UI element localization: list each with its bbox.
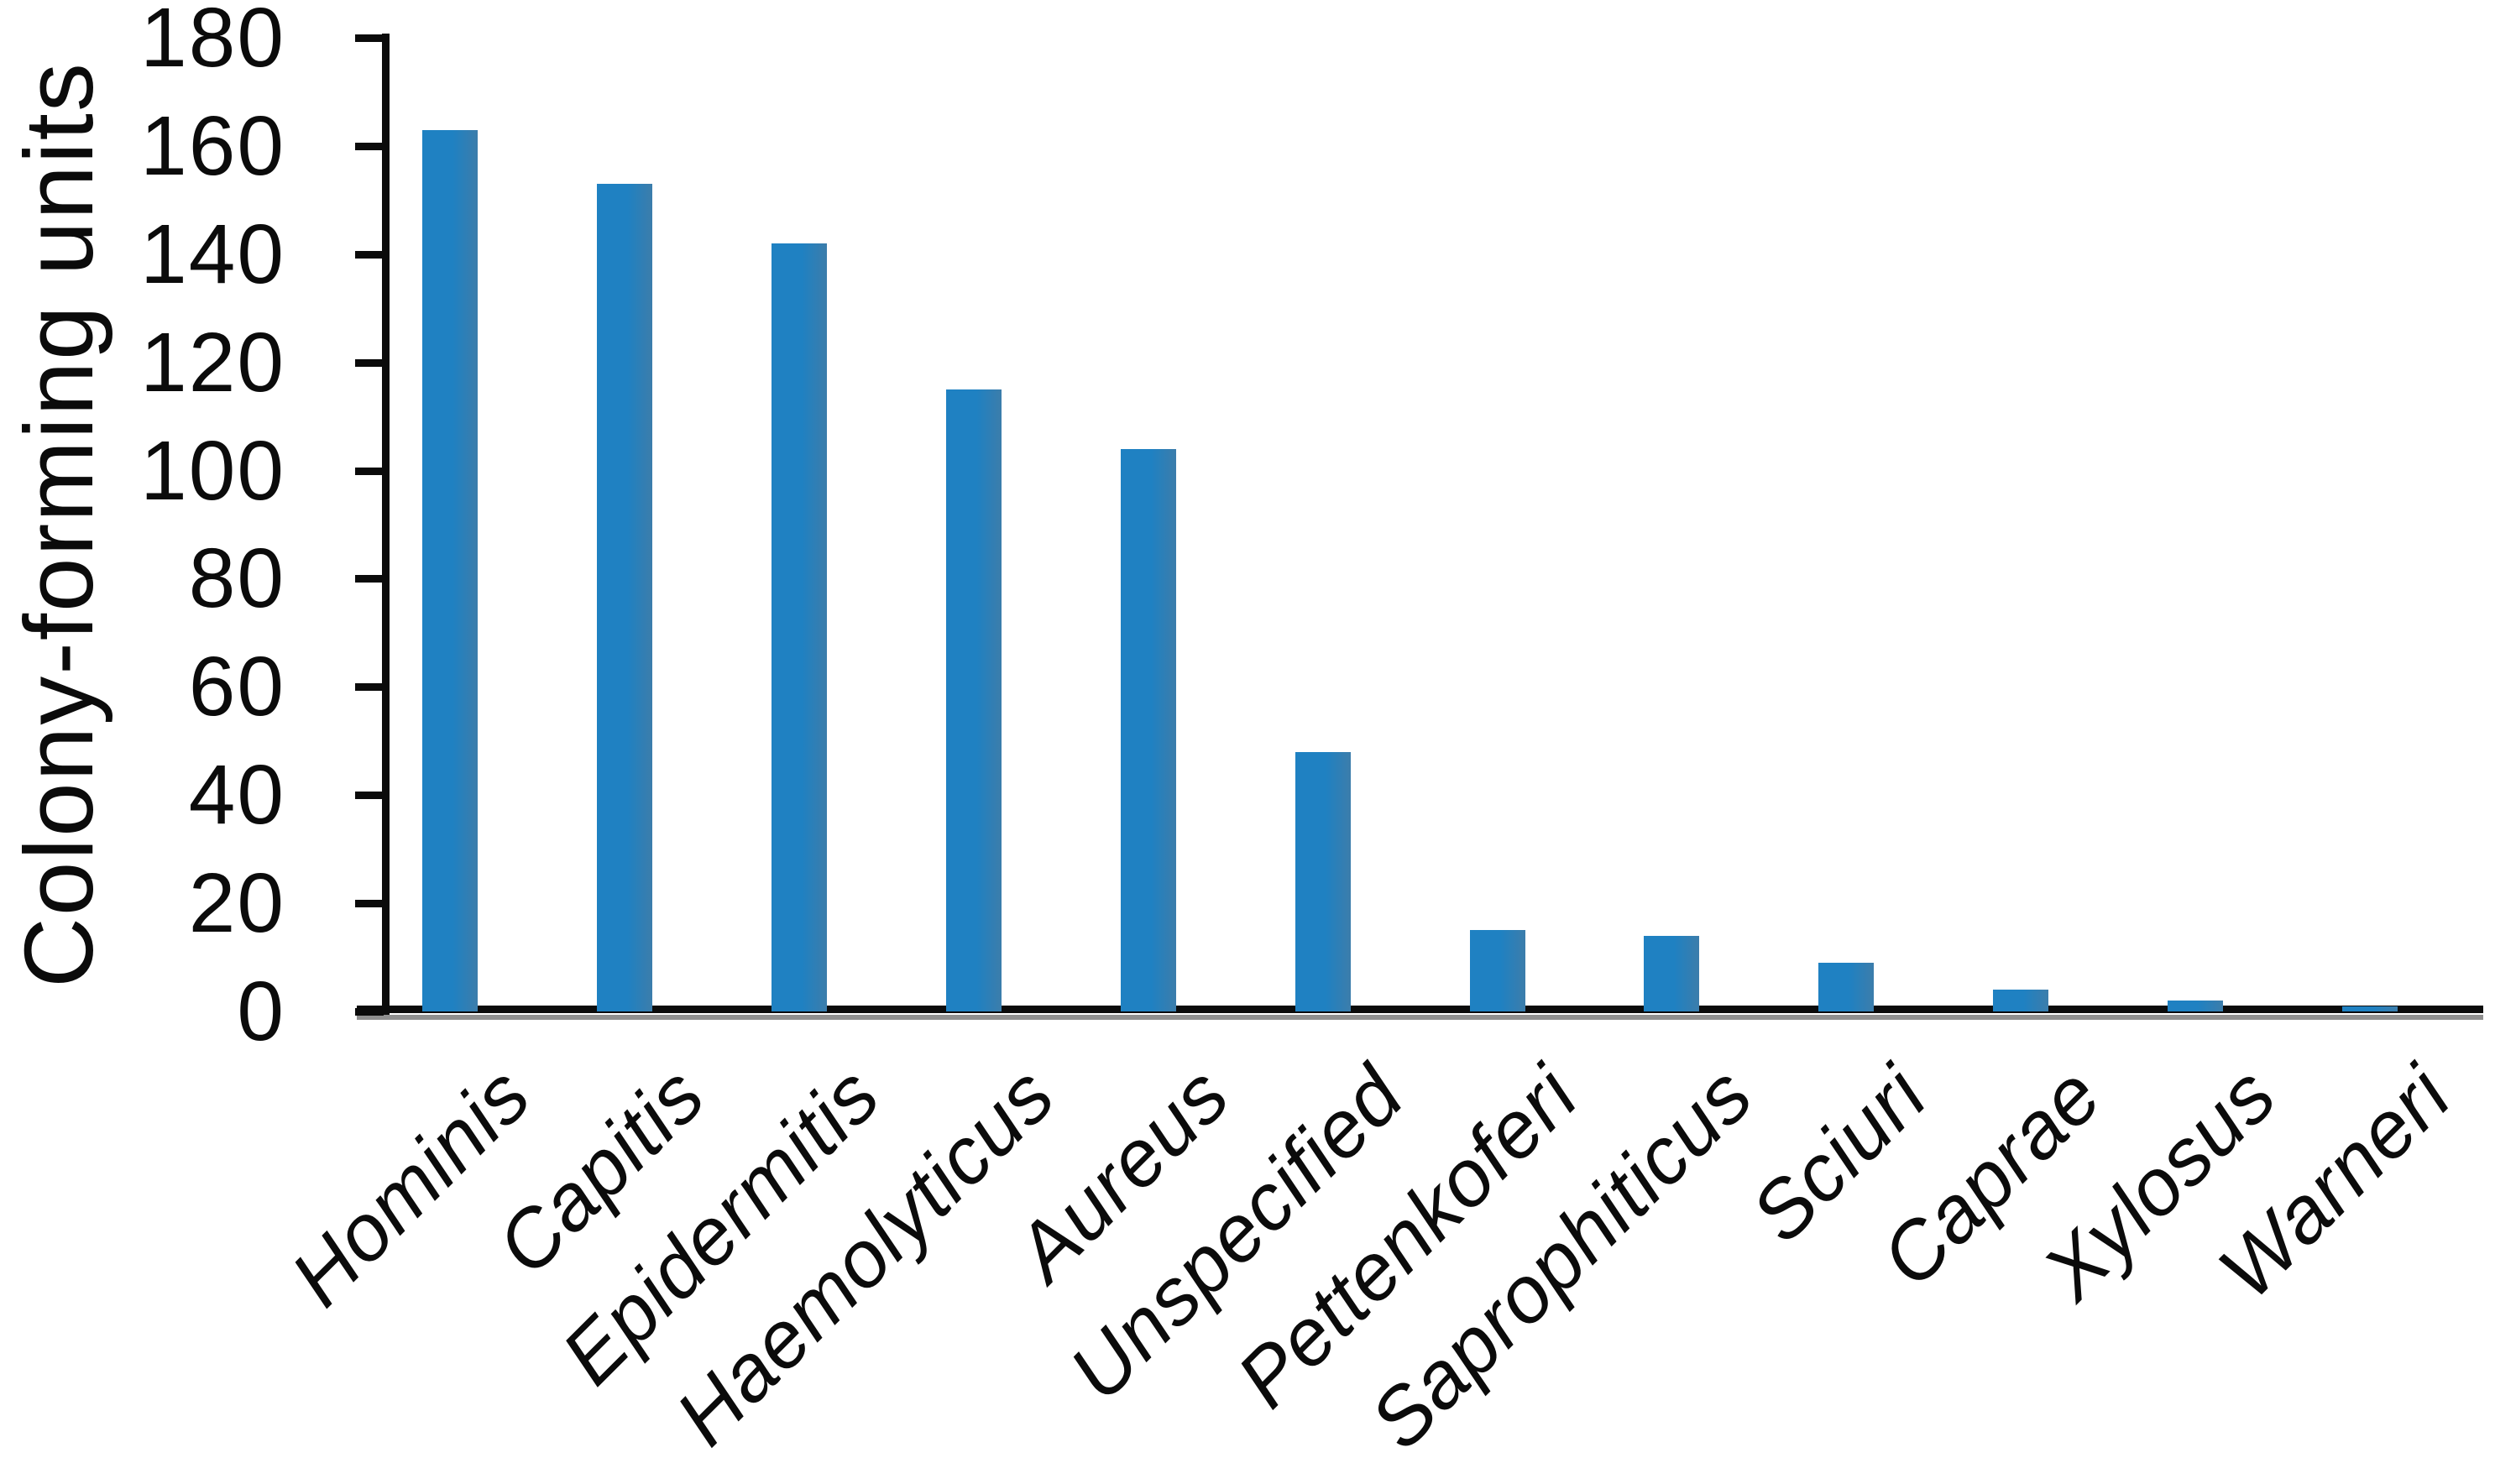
y-tick-label: 40 [188, 748, 285, 843]
bar-pettenkoferi [1469, 930, 1525, 1011]
y-tick-mark [355, 792, 384, 800]
bar-epidermitis [771, 243, 827, 1011]
bar-aureus [1120, 448, 1176, 1011]
y-tick-label: 160 [140, 98, 285, 193]
y-tick-label: 0 [237, 964, 285, 1058]
bar-sciuri [1818, 963, 1875, 1011]
y-axis-title: Colony-forming units [4, 61, 113, 988]
y-tick-mark [355, 142, 384, 150]
y-tick-mark [355, 250, 384, 259]
y-tick-mark [355, 683, 384, 692]
bar-caprae [1993, 990, 2049, 1011]
y-tick-mark [355, 34, 384, 42]
y-tick-mark [355, 575, 384, 583]
y-tick-label: 80 [188, 531, 285, 626]
y-tick-label: 180 [140, 0, 285, 85]
y-tick-mark [355, 358, 384, 367]
bar-xylosus [2168, 1001, 2224, 1011]
x-axis-line [357, 1006, 2483, 1013]
y-tick-mark [355, 900, 384, 908]
y-tick-mark [355, 1008, 384, 1016]
bar-hominis [422, 129, 478, 1011]
bar-unspecified [1295, 751, 1351, 1011]
y-tick-mark [355, 467, 384, 475]
x-axis-shadow [357, 1015, 2483, 1020]
bar-capitis [596, 184, 652, 1011]
y-tick-label: 120 [140, 315, 285, 410]
bar-saprophiticus [1644, 935, 1700, 1011]
y-tick-label: 60 [188, 640, 285, 734]
y-tick-label: 140 [140, 206, 285, 301]
bar-haemolyticus [945, 389, 1002, 1011]
y-tick-label: 20 [188, 856, 285, 951]
x-label-hominis: Hominis [274, 1049, 548, 1324]
bar-warneri [2342, 1006, 2398, 1011]
y-axis-line [382, 34, 390, 1020]
y-tick-label: 100 [140, 423, 285, 518]
